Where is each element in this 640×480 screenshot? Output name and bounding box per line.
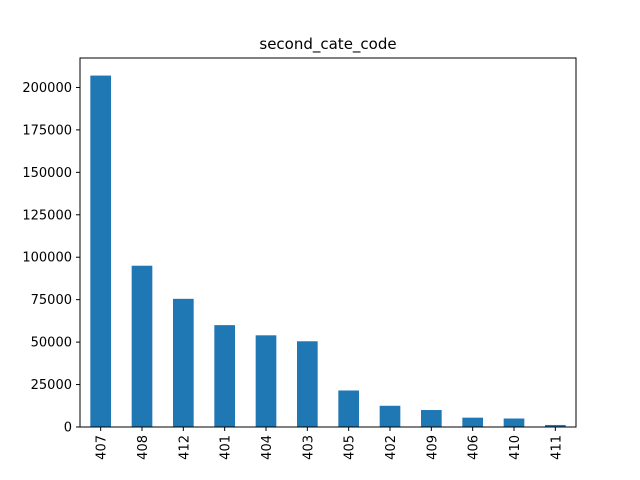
y-axis: 0 25000 50000 75000 100000 125000 150000 175000… — [22, 81, 80, 436]
bar-405 — [338, 390, 359, 427]
x-tick-label: 402 — [384, 435, 399, 460]
y-tick-label: 200000 — [22, 81, 72, 96]
bar-407 — [90, 75, 111, 428]
x-tick-label: 412 — [177, 435, 192, 460]
x-tick-label: 411 — [549, 435, 564, 460]
bars-group — [90, 75, 566, 428]
bar-403 — [297, 341, 318, 427]
y-tick-label: 125000 — [22, 208, 72, 223]
bar-402 — [379, 405, 401, 427]
y-tick-label: 25000 — [31, 378, 72, 393]
y-tick-label: 50000 — [31, 336, 72, 351]
y-tick-label: 0 — [64, 421, 72, 436]
bar-408 — [131, 265, 153, 427]
x-axis: 407 408 412 401 404 403 405 402 409 406 410 411 — [95, 427, 564, 460]
bar-411 — [545, 424, 566, 427]
bar-410 — [503, 418, 525, 427]
y-tick-label: 75000 — [31, 293, 72, 308]
x-tick-label: 404 — [260, 435, 275, 460]
bar-404 — [255, 335, 277, 427]
x-tick-label: 409 — [425, 435, 440, 460]
x-tick-label: 405 — [343, 435, 358, 460]
y-tick-label: 175000 — [22, 123, 72, 138]
bar-409 — [421, 410, 442, 427]
chart-title: second_cate_code — [259, 35, 396, 54]
plot-frame — [79, 57, 577, 428]
y-tick-label: 100000 — [22, 251, 72, 266]
x-tick-label: 410 — [508, 435, 523, 460]
x-tick-label: 401 — [219, 435, 234, 460]
bar-406 — [462, 417, 483, 427]
x-tick-label: 403 — [301, 435, 316, 460]
x-tick-label: 408 — [136, 435, 151, 460]
x-tick-label: 406 — [467, 435, 482, 460]
y-tick-label: 150000 — [22, 166, 72, 181]
bar-401 — [214, 325, 235, 427]
bar-412 — [173, 298, 194, 427]
x-tick-label: 407 — [95, 435, 110, 460]
